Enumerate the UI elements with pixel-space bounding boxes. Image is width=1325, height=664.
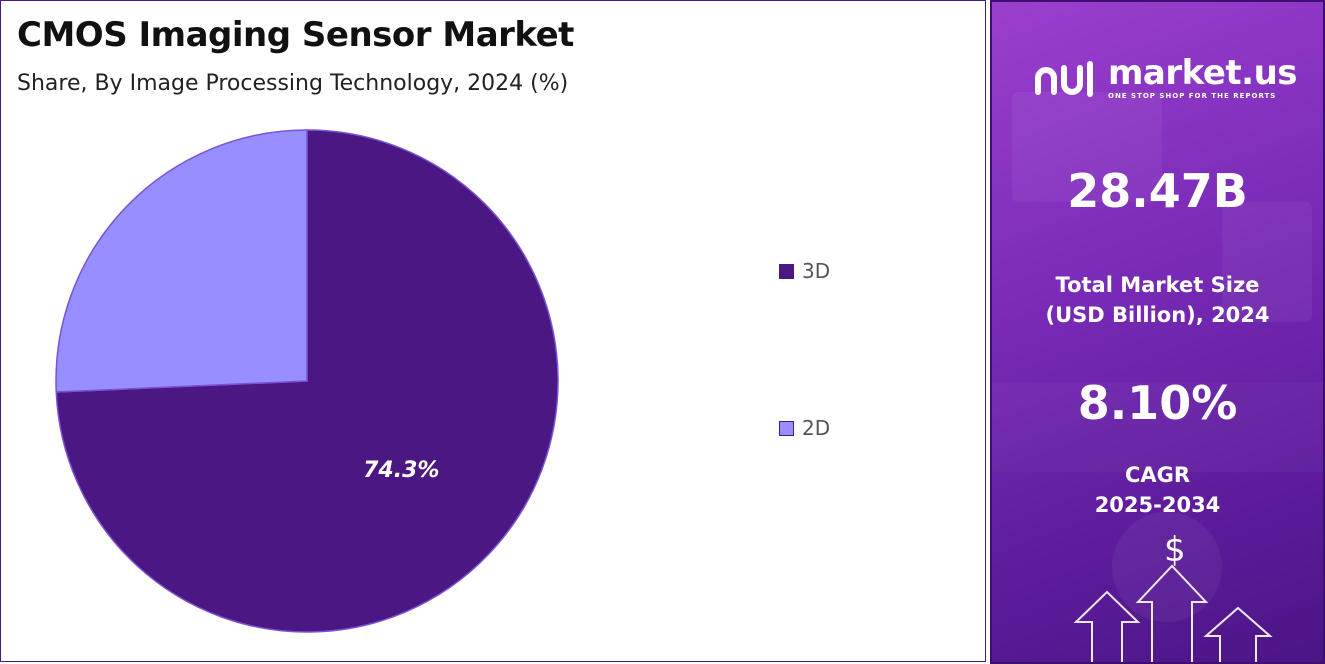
chart-panel: 74.3% CMOS Imaging Sensor Market Share, …	[0, 0, 986, 662]
logo-name: market.us	[1108, 53, 1298, 93]
dollar-icon: $	[1164, 530, 1186, 570]
legend-swatch	[779, 420, 794, 436]
market-size-label-line2: (USD Billion), 2024	[1045, 303, 1270, 327]
chart-title: CMOS Imaging Sensor Market	[17, 15, 574, 55]
up-arrow-icon	[1073, 590, 1141, 662]
legend-item-2d: 2D	[779, 416, 830, 440]
market-us-logo[interactable]: market.us ONE STOP SHOP FOR THE REPORTS	[1032, 53, 1298, 102]
chart-subtitle: Share, By Image Processing Technology, 2…	[17, 71, 569, 96]
legend-swatch	[779, 263, 794, 279]
up-arrow-icon	[1135, 564, 1209, 662]
legend-label: 2D	[802, 416, 831, 440]
legend-item-3d: 3D	[779, 259, 830, 283]
cagr-label-line2: 2025-2034	[1094, 493, 1221, 517]
data-label-3d: 74.3%	[363, 458, 439, 483]
pie-slice-2d	[55, 129, 308, 393]
market-us-logo-icon	[1035, 61, 1093, 97]
market-size-value: 28.47B	[1067, 164, 1248, 218]
legend-label: 3D	[802, 259, 831, 283]
side-panel: market.us ONE STOP SHOP FOR THE REPORTS …	[990, 0, 1325, 664]
cagr-label-line1: CAGR	[1124, 463, 1191, 487]
up-arrow-icon	[1203, 606, 1273, 662]
growth-arrows	[1073, 564, 1273, 662]
background-decoration	[1012, 92, 1312, 622]
logo-tagline: ONE STOP SHOP FOR THE REPORTS	[1108, 92, 1277, 100]
pie-chart: 74.3%	[55, 129, 559, 633]
cagr-value: 8.10%	[1077, 376, 1238, 430]
market-size-label-line1: Total Market Size	[1055, 273, 1260, 297]
